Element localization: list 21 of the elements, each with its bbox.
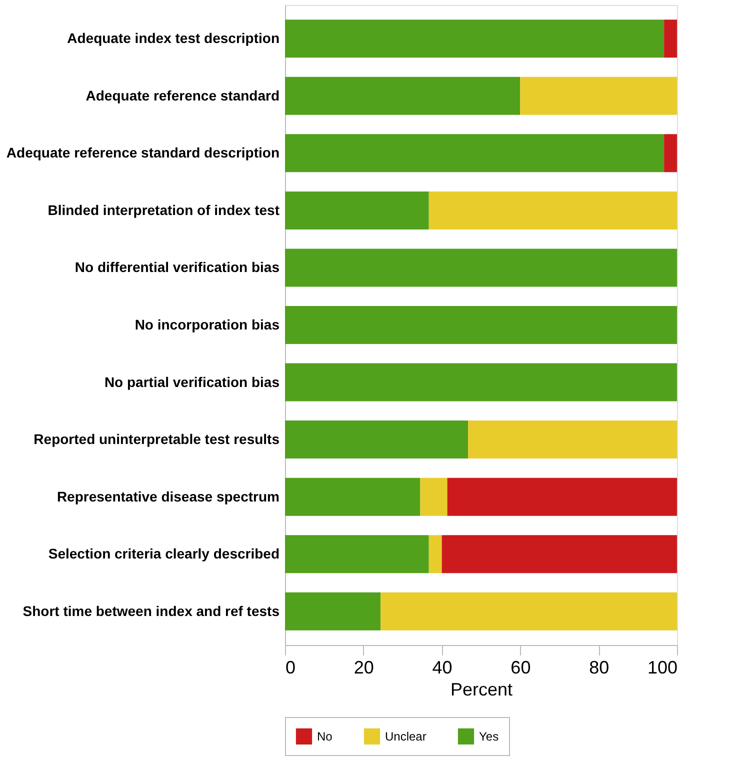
legend-label: Unclear xyxy=(385,729,426,744)
legend-label: No xyxy=(317,729,333,744)
y-tick-label: Short time between index and ref tests xyxy=(22,602,280,619)
y-tick-label: Reported uninterpretable test results xyxy=(34,431,280,448)
y-tick-label: Representative disease spectrum xyxy=(56,488,280,504)
y-tick-label: Selection criteria clearly described xyxy=(48,546,280,562)
x-tick-label: 20 xyxy=(354,658,374,678)
x-tick-label: 0 xyxy=(286,658,296,678)
legend-label: Yes xyxy=(479,729,499,744)
y-tick-label: Adequate index test description xyxy=(67,30,280,46)
x-tick-label: 80 xyxy=(589,658,610,678)
y-tick-label: No differential verification bias xyxy=(74,259,280,276)
y-tick-label: Adequate reference standard description xyxy=(6,144,280,161)
x-tick-label: 100 xyxy=(647,658,678,678)
y-tick-label: Adequate reference standard xyxy=(86,87,280,104)
y-tick-label: Blinded interpretation of index test xyxy=(48,202,280,218)
x-axis-title: Percent xyxy=(450,680,513,700)
x-tick-label: 60 xyxy=(510,658,531,678)
y-tick-label: No partial verification bias xyxy=(104,374,280,390)
x-tick-label: 40 xyxy=(432,658,452,678)
y-tick-label: No incorporation bias xyxy=(134,316,280,332)
